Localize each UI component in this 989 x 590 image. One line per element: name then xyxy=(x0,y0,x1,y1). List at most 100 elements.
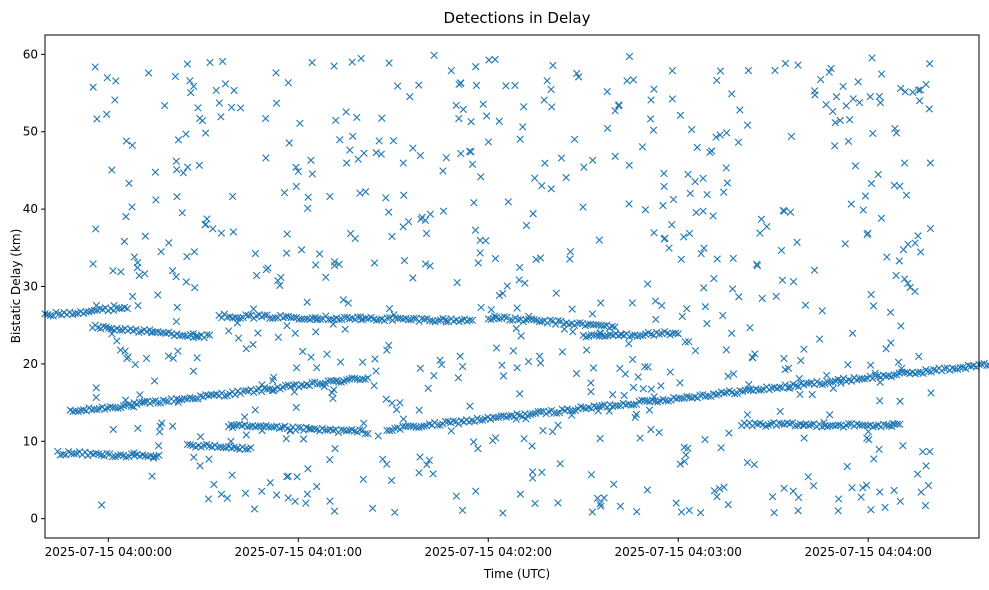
detection-marker xyxy=(476,236,484,245)
detection-marker xyxy=(625,200,633,208)
detection-marker xyxy=(724,372,732,380)
detection-marker xyxy=(144,452,152,461)
detection-marker xyxy=(669,195,678,204)
detection-marker xyxy=(357,316,365,324)
detection-marker xyxy=(293,473,301,481)
detection-marker xyxy=(826,421,834,430)
detection-marker xyxy=(220,392,229,400)
detection-marker xyxy=(70,450,78,458)
detection-marker xyxy=(49,312,57,320)
detection-marker xyxy=(147,328,156,336)
detection-marker xyxy=(720,389,728,397)
detection-marker xyxy=(136,391,144,399)
detection-marker xyxy=(512,415,520,423)
detection-marker xyxy=(815,335,824,343)
detection-marker xyxy=(327,315,335,324)
detection-marker xyxy=(173,303,181,312)
detection-marker xyxy=(272,69,280,77)
detection-marker xyxy=(55,310,63,318)
detection-marker xyxy=(834,495,843,503)
detection-marker xyxy=(391,508,399,517)
detection-marker xyxy=(218,57,227,66)
detection-marker xyxy=(71,309,79,318)
detection-marker xyxy=(168,422,177,430)
detection-marker xyxy=(116,346,125,354)
detection-marker xyxy=(453,278,461,287)
detection-marker xyxy=(859,484,867,492)
detection-marker xyxy=(576,319,584,327)
detection-marker xyxy=(596,329,604,337)
detection-marker xyxy=(621,370,630,378)
detection-marker xyxy=(439,167,447,175)
detection-marker xyxy=(734,138,743,147)
detection-marker xyxy=(476,249,484,257)
detection-marker xyxy=(420,315,429,323)
detection-marker xyxy=(406,92,414,101)
detection-marker xyxy=(897,364,906,373)
detection-marker xyxy=(159,396,168,404)
detection-marker xyxy=(680,457,689,466)
detection-marker xyxy=(385,304,394,313)
detection-marker xyxy=(112,77,120,85)
detection-marker xyxy=(330,62,338,70)
detection-marker xyxy=(538,468,546,476)
detection-marker xyxy=(727,329,736,337)
detection-marker xyxy=(926,224,935,233)
detection-marker xyxy=(269,386,278,395)
detection-marker xyxy=(616,502,625,510)
detection-marker xyxy=(926,159,935,167)
detection-marker xyxy=(511,81,519,90)
detection-marker xyxy=(251,249,260,258)
detection-marker xyxy=(274,333,283,342)
detection-marker xyxy=(123,304,132,313)
detection-marker xyxy=(128,203,136,211)
detection-marker xyxy=(701,303,710,311)
detection-marker xyxy=(122,137,131,145)
detection-marker xyxy=(416,453,424,461)
detection-marker xyxy=(809,482,818,490)
detection-marker xyxy=(786,208,795,216)
detection-marker xyxy=(142,354,151,363)
detection-marker xyxy=(780,484,788,493)
detection-marker xyxy=(92,449,100,457)
detection-marker xyxy=(129,403,138,411)
detection-marker xyxy=(700,244,708,252)
detection-marker xyxy=(810,266,819,274)
detection-marker xyxy=(368,504,377,513)
detection-marker xyxy=(183,163,192,171)
detection-marker xyxy=(217,490,226,499)
detection-marker xyxy=(436,356,444,364)
detection-marker xyxy=(633,508,641,516)
detection-marker xyxy=(121,347,129,355)
detection-marker xyxy=(442,318,450,326)
detection-marker xyxy=(600,494,608,502)
detection-marker xyxy=(205,331,214,339)
detection-marker xyxy=(532,255,540,264)
detection-marker xyxy=(713,255,721,263)
detection-marker xyxy=(600,322,608,330)
detection-marker xyxy=(495,315,503,323)
detection-marker xyxy=(190,248,199,256)
detection-marker xyxy=(383,346,391,354)
detection-marker xyxy=(175,396,183,404)
detection-marker xyxy=(458,506,467,515)
detection-marker xyxy=(516,135,524,143)
detection-marker xyxy=(282,434,290,443)
detection-marker xyxy=(763,222,771,231)
detection-marker xyxy=(164,352,173,360)
detection-marker xyxy=(889,419,897,428)
detection-marker xyxy=(531,499,539,508)
detection-marker xyxy=(692,208,700,217)
detection-marker xyxy=(399,223,407,231)
detection-marker xyxy=(292,364,301,372)
detection-marker xyxy=(134,301,142,310)
detection-marker xyxy=(587,379,595,387)
detection-marker xyxy=(258,426,266,435)
detection-marker xyxy=(757,386,765,394)
detection-marker xyxy=(611,401,619,410)
detection-marker xyxy=(636,434,644,442)
detection-marker xyxy=(677,255,685,263)
detection-marker xyxy=(829,107,837,116)
detection-marker xyxy=(684,170,692,179)
